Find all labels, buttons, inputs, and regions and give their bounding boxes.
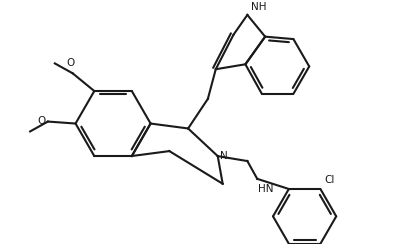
Text: N: N [220,151,227,161]
Text: HN: HN [258,184,274,194]
Text: O: O [67,58,75,68]
Text: Cl: Cl [324,175,335,185]
Text: O: O [38,116,46,126]
Text: NH: NH [251,2,267,12]
